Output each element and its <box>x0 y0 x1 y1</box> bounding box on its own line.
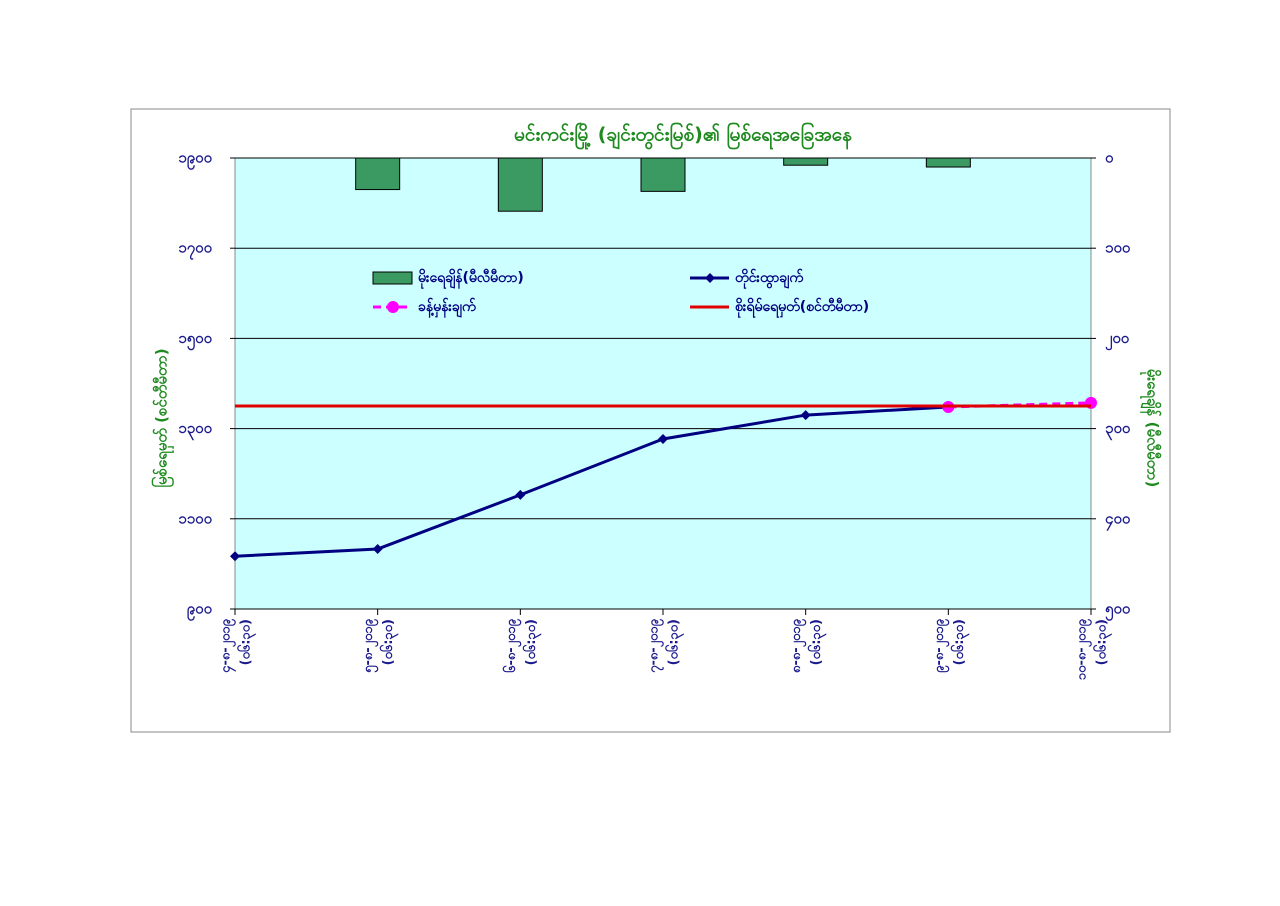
bar <box>497 157 543 212</box>
y2-tick-label: ၅၀၀ <box>1105 600 1131 622</box>
y-tick-label: ၁၇၀၀ <box>178 239 212 261</box>
legend-label: တိုင်းထွာချက် <box>735 269 804 289</box>
y2-tick-label: ၀ <box>1105 149 1114 167</box>
x-tick-label: ၅-၈-၂၀၁၉ <box>361 618 379 673</box>
y2-tick-label: ၂၀၀ <box>1105 329 1130 351</box>
legend-label: မိုးရေချိန်(မီလီမီတာ) <box>418 269 524 289</box>
bar <box>640 157 686 192</box>
x-tick-label: ၄-၈-၂၀၁၉ <box>219 618 237 673</box>
x-tick-label: (၀၆:၃၀) <box>379 619 399 665</box>
bar <box>783 157 829 166</box>
line <box>234 405 949 558</box>
y-tick-label: ၁၉၀၀ <box>178 149 212 171</box>
x-tick-label: (၀၆:၃၀) <box>807 619 827 665</box>
y-tick-label: ၁၃၀၀ <box>178 419 212 441</box>
x-tick-label: (၀၆:၃၀) <box>237 619 257 665</box>
x-tick-label: ၆-၈-၂၀၁၉ <box>502 618 522 673</box>
x-tick-label: (၀၆:၃၀) <box>1093 619 1113 665</box>
marker <box>230 551 240 562</box>
plot-area <box>234 157 1092 610</box>
marker <box>800 410 811 421</box>
marker <box>658 433 668 444</box>
y2-tick-label: ၁၀၀ <box>1105 239 1131 257</box>
legend-label: စိုးရိမ်ရေမှတ်(စင်တီမီတာ) <box>735 298 869 318</box>
bar <box>925 157 971 168</box>
legend-marker <box>705 273 715 283</box>
y-tick-label: ၁၁၀၀ <box>178 509 212 527</box>
y-tick-label: ၁၅၀၀ <box>178 329 212 351</box>
y2-tick-label: ၄၀၀ <box>1105 509 1131 531</box>
x-tick-label: (၀၆:၃၀) <box>665 619 685 665</box>
x-tick-label: ၁၀-၈-၂၀၁၉ <box>1075 618 1093 680</box>
x-tick-label: ၈-၈-၂၀၁၉ <box>789 618 807 673</box>
y-tick-label: ၉၀၀ <box>187 600 213 622</box>
y2-axis-label: မိုးရေချိန် (မီလီမီတာ) <box>1140 369 1163 488</box>
legend-label: ခန့်မှန်းချက် <box>418 298 477 318</box>
legend-marker <box>387 301 399 313</box>
bar <box>355 157 401 191</box>
y2-tick-label: ၃၀၀ <box>1105 419 1131 441</box>
marker <box>372 544 383 555</box>
x-tick-label: ၇-၈-၂၀၁၉ <box>647 618 665 673</box>
marker <box>515 489 526 500</box>
x-tick-label: ၉-၈-၂၀၁၉ <box>932 618 950 673</box>
legend-swatch <box>372 271 413 285</box>
x-tick-label: (၀၆:၃၀) <box>950 619 970 665</box>
x-tick-label: (၀၆:၃၀) <box>522 619 542 665</box>
